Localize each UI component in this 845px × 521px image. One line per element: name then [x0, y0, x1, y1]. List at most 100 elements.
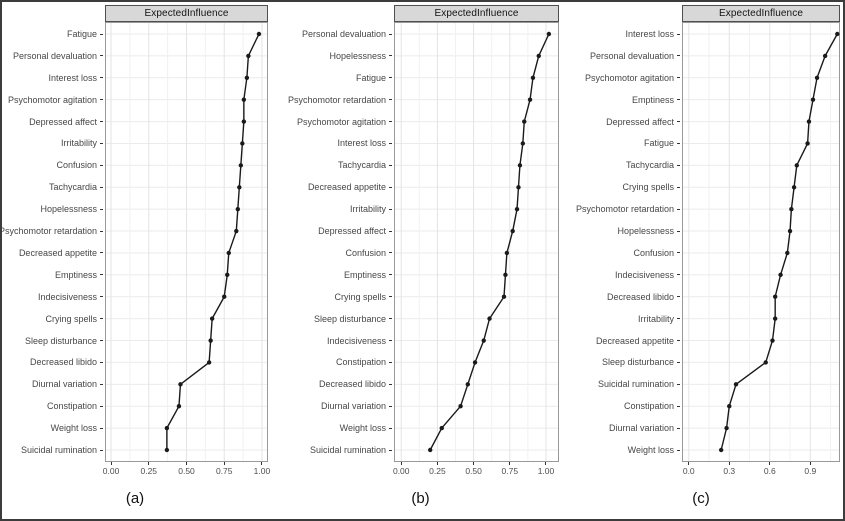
data-point — [246, 53, 251, 59]
y-axis-label-text: Suicidal rumination — [309, 445, 386, 455]
strip-title: ExpectedInfluence — [144, 8, 229, 19]
panel-border — [105, 22, 268, 462]
x-tick-mark — [809, 462, 811, 465]
y-axis-label: Irritability — [350, 204, 392, 214]
y-tick-mark — [677, 318, 680, 320]
y-axis-label-text: Depressed affect — [318, 226, 386, 237]
y-tick-mark — [389, 142, 392, 144]
y-tick-mark — [389, 274, 392, 276]
data-point — [458, 404, 463, 409]
y-axis-label: Suicidal rumination — [310, 445, 392, 455]
y-axis-label: Weight loss — [340, 423, 392, 433]
data-point — [240, 141, 245, 146]
panel-border — [682, 22, 840, 462]
y-tick-mark — [389, 296, 392, 298]
y-axis-label-text: Irritability — [60, 138, 97, 149]
y-axis-label-text: Decreased libido — [318, 379, 386, 390]
y-axis-label: Interest loss — [337, 138, 392, 148]
y-axis-label: Irritability — [638, 314, 680, 324]
y-axis-label: Diurnal variation — [321, 401, 392, 411]
y-axis-label: Weight loss — [628, 445, 680, 455]
y-tick-mark — [100, 296, 103, 298]
y-axis-label: Constipation — [624, 401, 680, 411]
data-point — [770, 338, 775, 343]
y-tick-mark — [100, 230, 103, 232]
data-point — [520, 141, 526, 146]
y-axis-label-text: Weight loss — [339, 423, 386, 434]
y-axis-label: Depressed affect — [318, 226, 392, 236]
panel-plot-svg — [682, 22, 840, 462]
y-axis-label-text: Suicidal rumination — [597, 379, 674, 390]
y-axis-label-text: Psychomotor agitation — [584, 72, 674, 83]
y-axis-label-text: Psychomotor retardation — [575, 204, 674, 215]
y-axis-label-text: Weight loss — [627, 445, 674, 455]
x-tick-label: 0.50 — [465, 466, 482, 476]
y-axis-label-text: Personal devaluation — [589, 50, 674, 61]
y-axis-labels-a: Fatigue Personal devaluation Interest loss… — [2, 22, 105, 462]
panel-c: ExpectedInfluence Interest loss Personal … — [562, 2, 840, 516]
y-axis-labels-c: Interest loss Personal devaluation Psychom… — [562, 22, 682, 462]
y-tick-mark — [677, 33, 680, 35]
y-tick-mark — [389, 383, 392, 385]
y-tick-mark — [677, 296, 680, 298]
y-axis-label: Confusion — [633, 248, 680, 258]
y-axis-label: Constipation — [47, 401, 103, 411]
y-tick-mark — [100, 121, 103, 123]
data-point — [789, 206, 794, 212]
y-axis-label: Decreased libido — [607, 292, 680, 302]
y-tick-mark — [677, 142, 680, 144]
data-point — [822, 53, 828, 59]
y-axis-label: Interest loss — [625, 29, 680, 39]
x-tick-label: 0.3 — [723, 466, 736, 476]
y-axis-label: Emptiness — [344, 270, 392, 280]
y-axis-label: Sleep disturbance — [25, 336, 103, 346]
x-axis-c: 0.0 0.3 0.6 0.9 — [682, 462, 840, 477]
y-axis-label: Personal devaluation — [590, 51, 680, 61]
x-tick-label: 0.00 — [392, 466, 410, 476]
y-tick-mark — [100, 208, 103, 210]
data-point — [724, 425, 729, 431]
x-tick-mark — [400, 462, 402, 465]
x-tick-label: 0.6 — [763, 466, 776, 476]
y-tick-mark — [100, 164, 103, 166]
data-line — [720, 33, 838, 451]
data-point — [772, 294, 778, 299]
data-point — [791, 185, 797, 190]
y-axis-label-text: Depressed affect — [606, 116, 674, 127]
y-tick-mark — [100, 405, 103, 407]
y-tick-mark — [100, 383, 103, 385]
y-tick-mark — [100, 274, 103, 276]
data-point — [727, 404, 732, 409]
data-point — [835, 31, 840, 37]
y-tick-mark — [389, 361, 392, 363]
y-axis-label-text: Personal devaluation — [12, 50, 97, 61]
y-tick-mark — [100, 340, 103, 342]
y-axis-label-text: Indecisiveness — [614, 269, 674, 280]
data-point — [439, 425, 444, 431]
y-axis-label: Psychomotor agitation — [8, 95, 103, 105]
strip-header-c: ExpectedInfluence — [682, 5, 840, 22]
data-point — [516, 185, 521, 190]
strip-title: ExpectedInfluence — [434, 8, 519, 19]
y-tick-mark — [389, 318, 392, 320]
y-axis-label-text: Tachycardia — [48, 182, 97, 193]
y-axis-label-text: Decreased appetite — [307, 182, 386, 193]
data-point — [222, 294, 227, 299]
x-tick-label: 0.9 — [804, 466, 817, 476]
y-axis-label-text: Indecisiveness — [326, 335, 386, 346]
data-point — [718, 447, 724, 453]
y-axis-label: Depressed affect — [29, 117, 103, 127]
y-axis-label: Psychomotor agitation — [585, 73, 680, 83]
x-tick-mark — [509, 462, 511, 465]
y-axis-labels-b: Personal devaluation Hopelessness Fatigue P… — [282, 22, 394, 462]
y-tick-mark — [100, 318, 103, 320]
data-point — [517, 163, 523, 168]
data-point — [530, 75, 536, 80]
y-axis-label-text: Psychomotor retardation — [0, 226, 97, 237]
y-tick-mark — [677, 55, 680, 57]
data-point — [522, 119, 527, 124]
x-tick-mark — [473, 462, 475, 465]
data-point — [510, 228, 515, 234]
data-point — [238, 163, 244, 168]
